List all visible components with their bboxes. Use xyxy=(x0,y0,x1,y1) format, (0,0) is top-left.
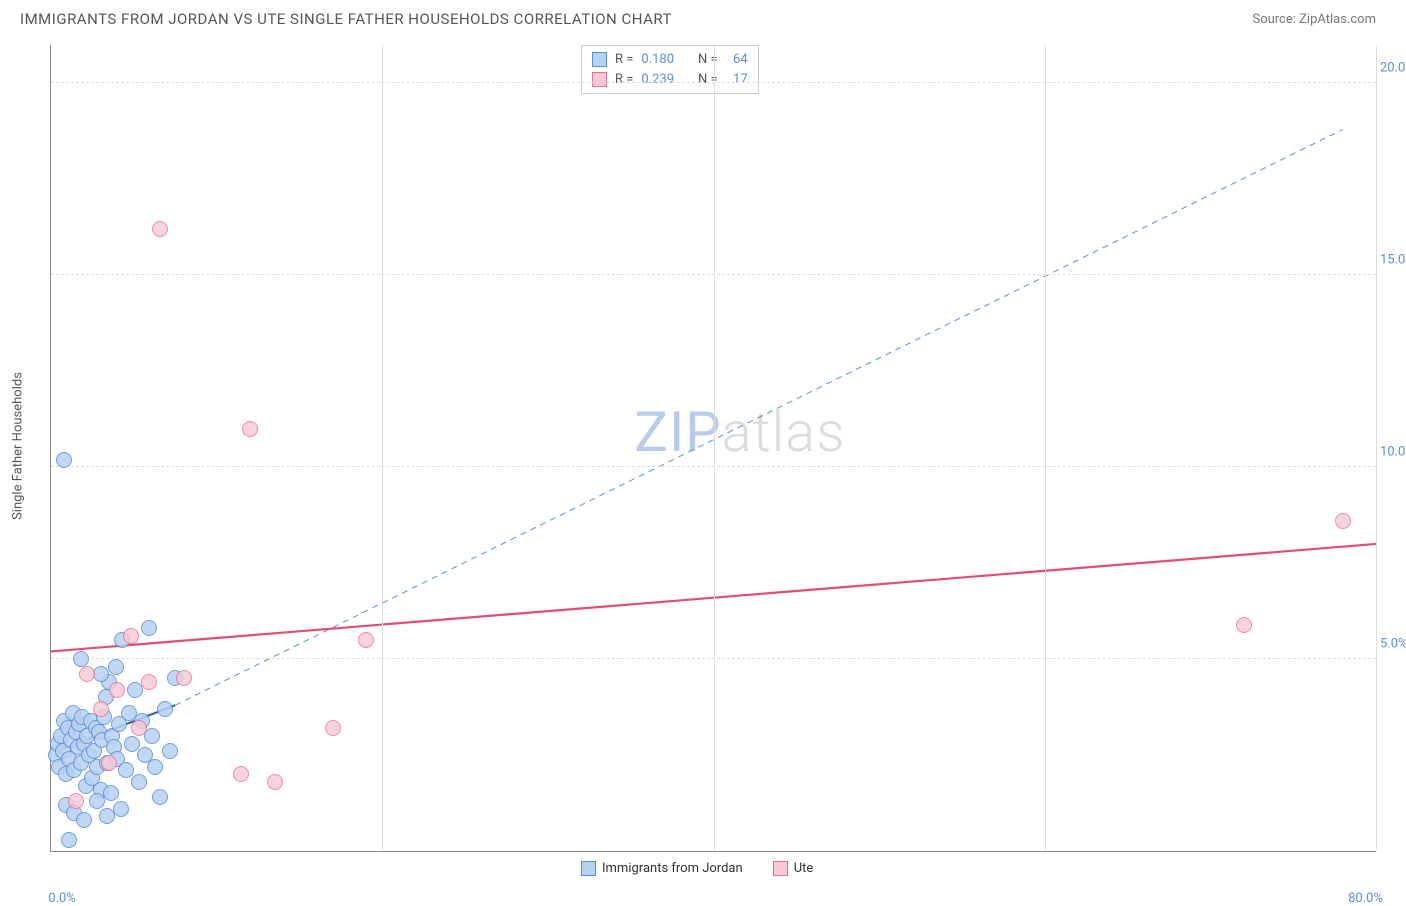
legend-swatch xyxy=(581,861,596,876)
data-point-ute xyxy=(325,720,341,736)
y-axis-label: Single Father Households xyxy=(11,372,26,520)
gridline-vertical xyxy=(714,45,715,851)
gridline-vertical xyxy=(1045,45,1046,851)
stat-r-value: 0.239 xyxy=(641,70,674,90)
legend-label: Immigrants from Jordan xyxy=(602,861,743,876)
data-point-jordan xyxy=(108,659,124,675)
data-point-jordan xyxy=(118,762,134,778)
data-point-ute xyxy=(79,666,95,682)
data-point-ute xyxy=(1335,513,1351,529)
data-point-ute xyxy=(123,628,139,644)
legend-label: Ute xyxy=(794,861,814,876)
watermark: ZIPatlas xyxy=(634,399,845,465)
scatter-chart: ZIPatlas R =0.180N =64R =0.239N =17 Immi… xyxy=(50,45,1376,852)
data-point-ute xyxy=(358,632,374,648)
data-point-jordan xyxy=(61,832,77,848)
stat-r-label: R = xyxy=(615,50,633,70)
data-point-ute xyxy=(233,766,249,782)
data-point-jordan xyxy=(56,452,72,468)
legend-item: Ute xyxy=(773,861,814,876)
data-point-jordan xyxy=(124,736,140,752)
data-point-jordan xyxy=(131,774,147,790)
y-tick-label: 20.0% xyxy=(1380,61,1406,76)
data-point-ute xyxy=(267,774,283,790)
x-tick-label: 80.0% xyxy=(1348,891,1383,906)
header: IMMIGRANTS FROM JORDAN VS UTE SINGLE FAT… xyxy=(0,0,1406,34)
data-point-ute xyxy=(109,682,125,698)
stat-n-value: 17 xyxy=(726,70,748,90)
data-point-ute xyxy=(93,701,109,717)
legend-swatch xyxy=(592,52,607,67)
legend-swatch xyxy=(773,861,788,876)
legend-bottom: Immigrants from Jordan Ute xyxy=(581,861,813,876)
data-point-jordan xyxy=(89,793,105,809)
data-point-ute xyxy=(141,674,157,690)
stat-n-value: 64 xyxy=(726,50,748,70)
legend-item: Immigrants from Jordan xyxy=(581,861,743,876)
legend-stats-row-ute: R = 0.239 N = 17 xyxy=(592,70,748,90)
data-point-ute xyxy=(1236,617,1252,633)
data-point-ute xyxy=(101,755,117,771)
data-point-jordan xyxy=(157,701,173,717)
data-point-ute xyxy=(152,221,168,237)
source-attribution: Source: ZipAtlas.com xyxy=(1252,12,1376,27)
gridline-vertical xyxy=(1376,45,1377,851)
legend-stats-row-jordan: R = 0.180 N = 64 xyxy=(592,50,748,70)
data-point-jordan xyxy=(76,812,92,828)
legend-swatch xyxy=(592,72,607,87)
y-tick-label: 10.0% xyxy=(1380,445,1406,460)
data-point-jordan xyxy=(147,759,163,775)
data-point-ute xyxy=(242,421,258,437)
gridline-vertical xyxy=(382,45,383,851)
y-tick-label: 15.0% xyxy=(1380,253,1406,268)
stat-r-value: 0.180 xyxy=(641,50,674,70)
data-point-ute xyxy=(68,793,84,809)
legend-stats-box: R = 0.180 N = 64 R = 0.239 N = 17 xyxy=(581,45,759,94)
trend-line xyxy=(175,129,1343,705)
data-point-jordan xyxy=(113,801,129,817)
data-point-jordan xyxy=(162,743,178,759)
data-point-jordan xyxy=(73,651,89,667)
data-point-ute xyxy=(176,670,192,686)
data-point-jordan xyxy=(152,789,168,805)
y-tick-label: 5.0% xyxy=(1380,637,1406,652)
chart-title: IMMIGRANTS FROM JORDAN VS UTE SINGLE FAT… xyxy=(20,10,672,28)
stat-n-label: N = xyxy=(698,50,718,70)
data-point-jordan xyxy=(141,620,157,636)
data-point-ute xyxy=(131,720,147,736)
stat-n-label: N = xyxy=(698,70,718,90)
stat-r-label: R = xyxy=(615,70,633,90)
x-tick-label: 0.0% xyxy=(48,891,76,906)
